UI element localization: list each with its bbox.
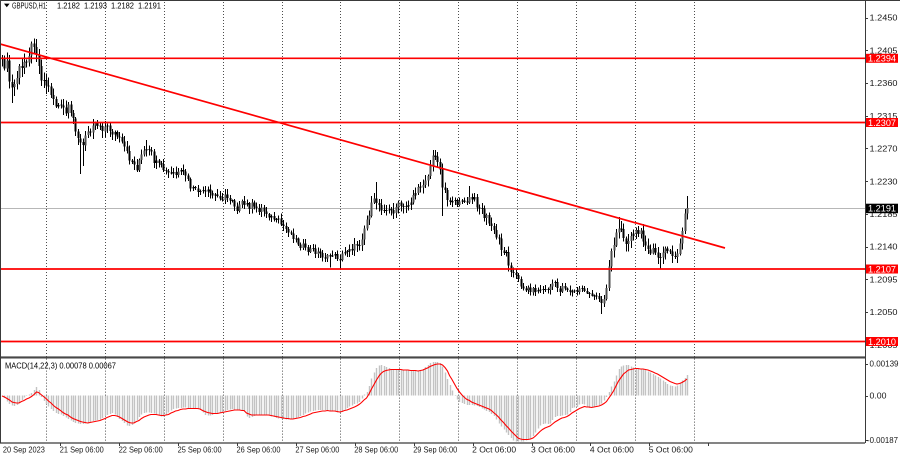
svg-text:3 Oct 06:00: 3 Oct 06:00	[531, 445, 576, 454]
svg-text:25 Sep 06:00: 25 Sep 06:00	[178, 445, 222, 454]
svg-text:20 Sep 2023: 20 Sep 2023	[3, 445, 46, 454]
svg-text:1.2315: 1.2315	[870, 111, 898, 121]
svg-text:1.2394: 1.2394	[868, 54, 896, 64]
svg-text:1.2230: 1.2230	[870, 176, 898, 186]
svg-text:1.2050: 1.2050	[870, 307, 898, 317]
svg-text:1.2010: 1.2010	[868, 337, 896, 347]
svg-text:26 Sep 06:00: 26 Sep 06:00	[237, 445, 281, 454]
svg-text:1.2185: 1.2185	[870, 209, 898, 219]
svg-text:GBPUSD,H1: GBPUSD,H1	[12, 1, 46, 11]
svg-text:MACD(14,22,3) 0.00078 0.00067: MACD(14,22,3) 0.00078 0.00067	[5, 360, 116, 370]
svg-text:1.2360: 1.2360	[870, 78, 898, 88]
svg-text:1.2140: 1.2140	[870, 242, 898, 252]
svg-text:1.2191: 1.2191	[868, 203, 896, 213]
svg-text:27 Sep 06:00: 27 Sep 06:00	[295, 445, 339, 454]
svg-text:1.2191: 1.2191	[138, 1, 161, 11]
svg-text:0.00139: 0.00139	[870, 359, 899, 369]
svg-text:0.00: 0.00	[870, 391, 887, 401]
svg-text:1.2095: 1.2095	[870, 274, 898, 284]
svg-text:2 Oct 06:00: 2 Oct 06:00	[472, 445, 517, 454]
svg-text:1.2450: 1.2450	[870, 13, 898, 23]
svg-text:1.2182: 1.2182	[111, 1, 134, 11]
svg-text:21 Sep 06:00: 21 Sep 06:00	[60, 445, 104, 454]
svg-text:5 Oct 06:00: 5 Oct 06:00	[649, 445, 694, 454]
svg-text:28 Sep 06:00: 28 Sep 06:00	[354, 445, 398, 454]
svg-text:29 Sep 06:00: 29 Sep 06:00	[413, 445, 457, 454]
svg-text:1.2193: 1.2193	[84, 1, 107, 11]
svg-text:1.2107: 1.2107	[868, 264, 896, 274]
svg-text:-0.00187: -0.00187	[867, 435, 898, 445]
svg-text:1.2270: 1.2270	[870, 144, 898, 154]
svg-text:1.2182: 1.2182	[57, 1, 80, 11]
svg-text:1.2405: 1.2405	[870, 45, 898, 55]
svg-text:22 Sep 06:00: 22 Sep 06:00	[119, 445, 163, 454]
svg-text:1.2307: 1.2307	[868, 118, 896, 128]
svg-text:4 Oct 06:00: 4 Oct 06:00	[590, 445, 635, 454]
